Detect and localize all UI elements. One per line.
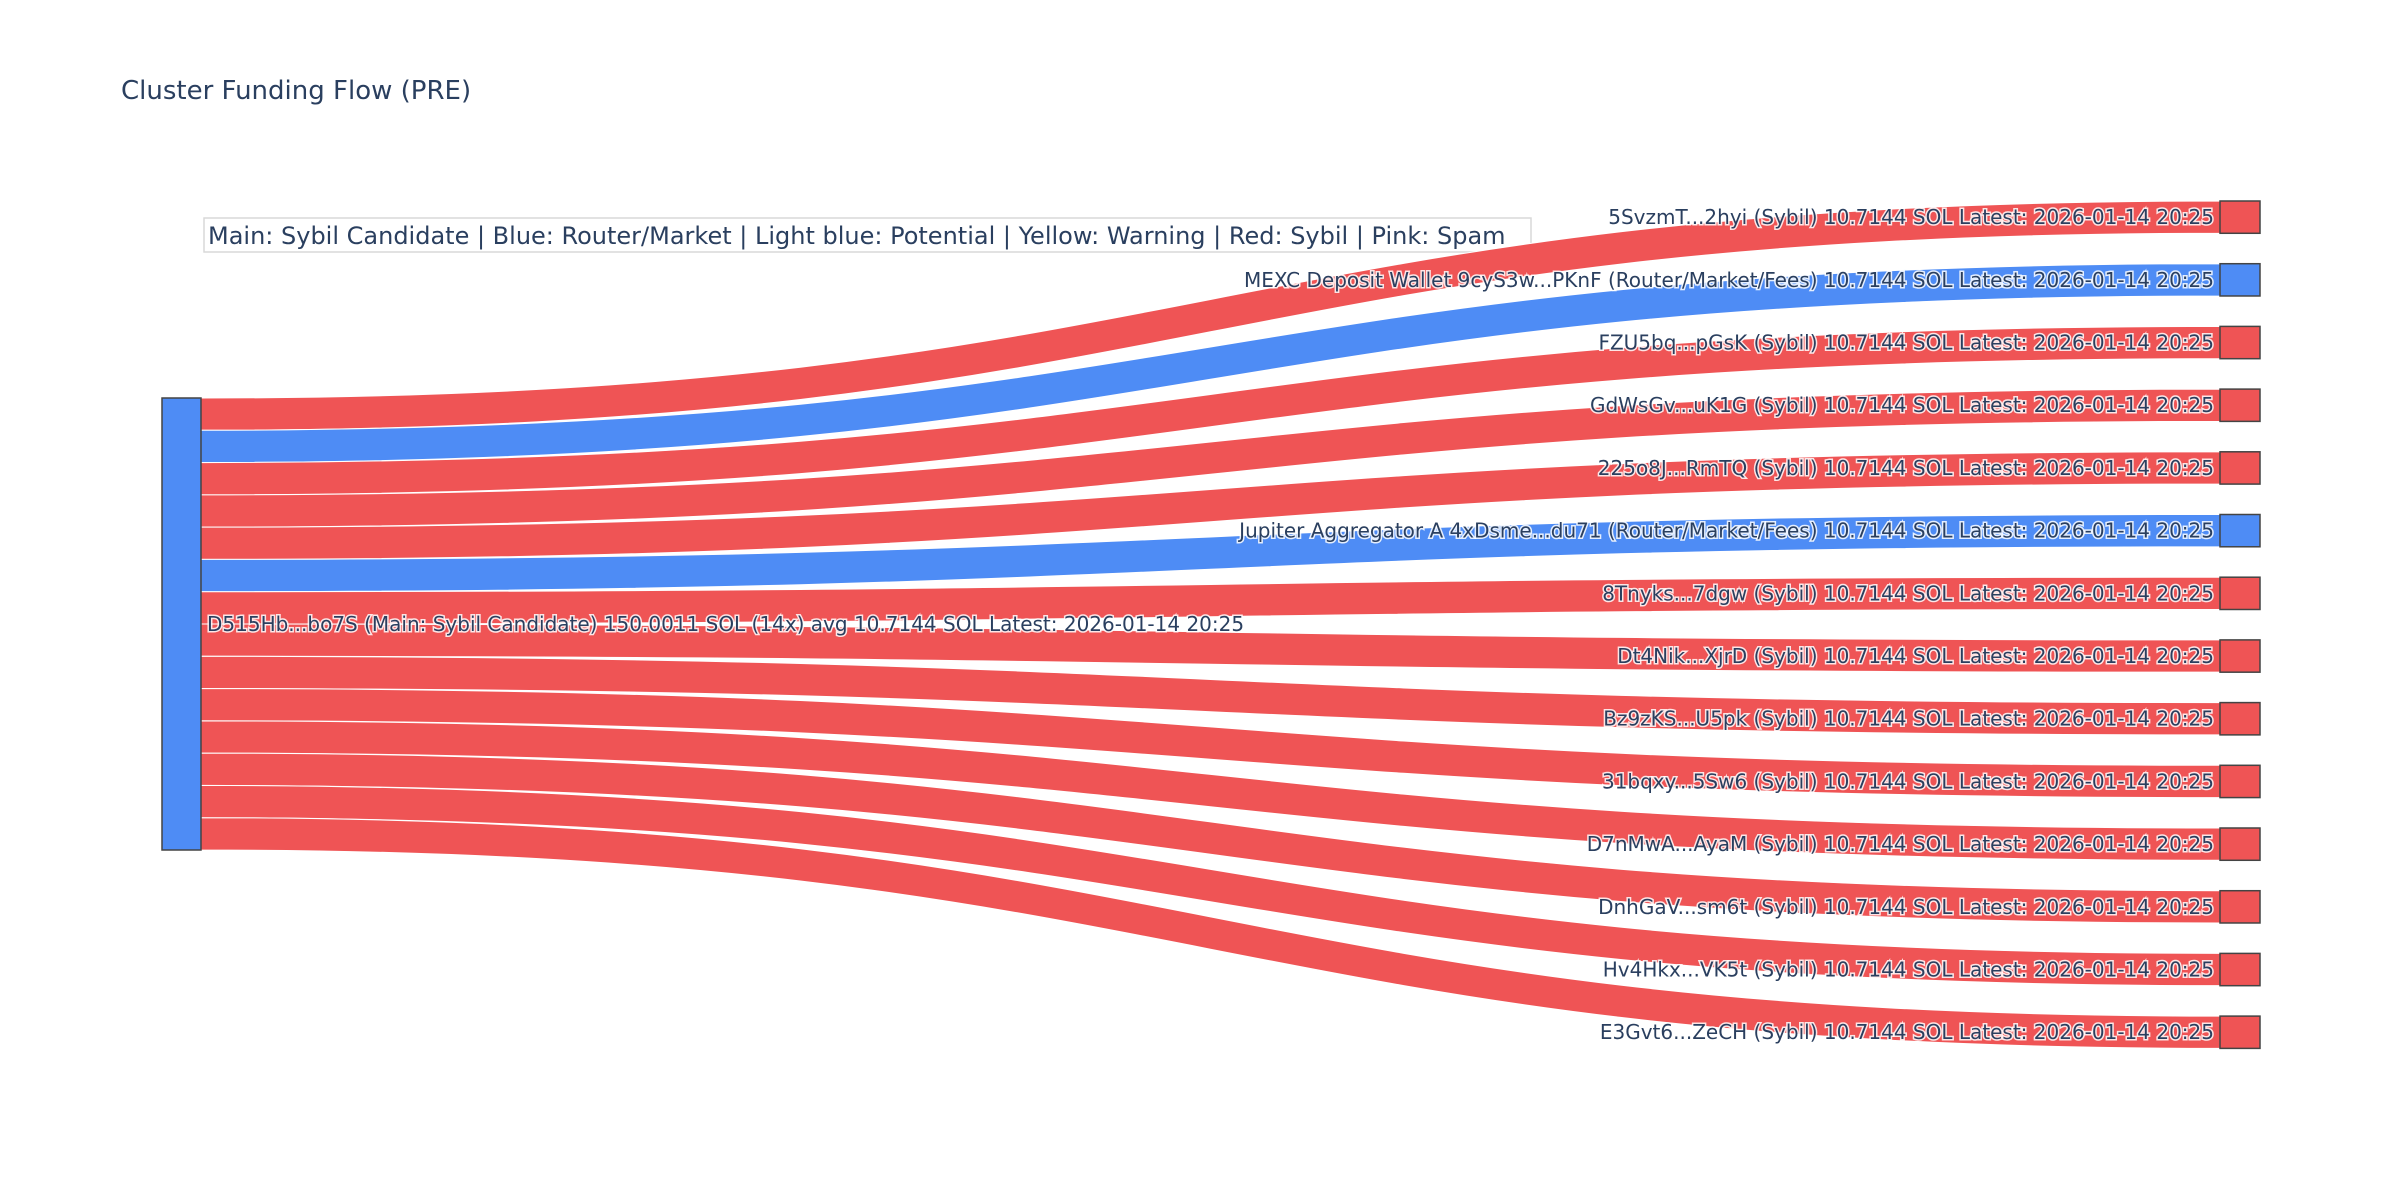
- target-label-8: Dt4Nik...XjrD (Sybil) 10.7144 SOL Latest…: [1617, 644, 2214, 668]
- source-label: D515Hb...bo7S (Main: Sybil Candidate) 15…: [207, 612, 1244, 636]
- target-node-9[interactable]: [2219, 701, 2261, 736]
- legend-box-frame: [203, 217, 1532, 253]
- target-node-11[interactable]: [2219, 827, 2261, 862]
- target-node-6[interactable]: [2219, 513, 2261, 548]
- target-node-4[interactable]: [2219, 388, 2261, 423]
- target-label-10: 31bqxy...5Sw6 (Sybil) 10.7144 SOL Latest…: [1602, 769, 2214, 793]
- target-node-12[interactable]: [2219, 889, 2261, 924]
- target-label-6: Jupiter Aggregator A 4xDsme...du71 (Rout…: [1237, 519, 2214, 543]
- target-label-4: GdWsGv...uK1G (Sybil) 10.7144 SOL Latest…: [1590, 393, 2214, 417]
- target-label-1: 5SvzmT...2hyi (Sybil) 10.7144 SOL Latest…: [1608, 205, 2214, 229]
- target-node-10[interactable]: [2219, 764, 2261, 799]
- target-node-14[interactable]: [2219, 1015, 2261, 1050]
- target-label-9: Bz9zKS...U5pk (Sybil) 10.7144 SOL Latest…: [1603, 707, 2214, 731]
- target-label-3: FZU5bq...pGsK (Sybil) 10.7144 SOL Latest…: [1598, 331, 2214, 355]
- legend-text: Main: Sybil Candidate | Blue: Router/Mar…: [208, 222, 1506, 250]
- target-label-11: D7nMwA...AyaM (Sybil) 10.7144 SOL Latest…: [1587, 832, 2214, 856]
- links-layer: [200, 200, 2221, 1049]
- chart-title: Cluster Funding Flow (PRE): [121, 76, 471, 106]
- target-node-13[interactable]: [2219, 952, 2261, 987]
- target-node-7[interactable]: [2219, 576, 2261, 611]
- target-label-14: E3Gvt6...ZeCH (Sybil) 10.7144 SOL Latest…: [1600, 1020, 2214, 1044]
- target-label-2: MEXC Deposit Wallet 9cyS3w...PKnF (Route…: [1244, 268, 2214, 292]
- legend-box: Main: Sybil Candidate | Blue: Router/Mar…: [203, 217, 1532, 253]
- nodes-layer: [161, 200, 2261, 1050]
- target-label-12: DnhGaV...sm6t (Sybil) 10.7144 SOL Latest…: [1598, 895, 2214, 919]
- target-node-1[interactable]: [2219, 200, 2261, 235]
- target-node-5[interactable]: [2219, 451, 2261, 485]
- target-node-8[interactable]: [2219, 639, 2261, 673]
- source-node[interactable]: [161, 397, 202, 851]
- target-label-5: 225o8J...RmTQ (Sybil) 10.7144 SOL Latest…: [1598, 456, 2214, 480]
- target-label-7: 8Tnyks...7dgw (Sybil) 10.7144 SOL Latest…: [1602, 581, 2214, 605]
- target-label-13: Hv4Hkx...VK5t (Sybil) 10.7144 SOL Latest…: [1603, 958, 2214, 982]
- target-node-2[interactable]: [2219, 262, 2261, 297]
- target-node-3[interactable]: [2219, 325, 2261, 360]
- labels-layer: 5SvzmT...2hyi (Sybil) 10.7144 SOL Latest…: [206, 204, 2216, 1046]
